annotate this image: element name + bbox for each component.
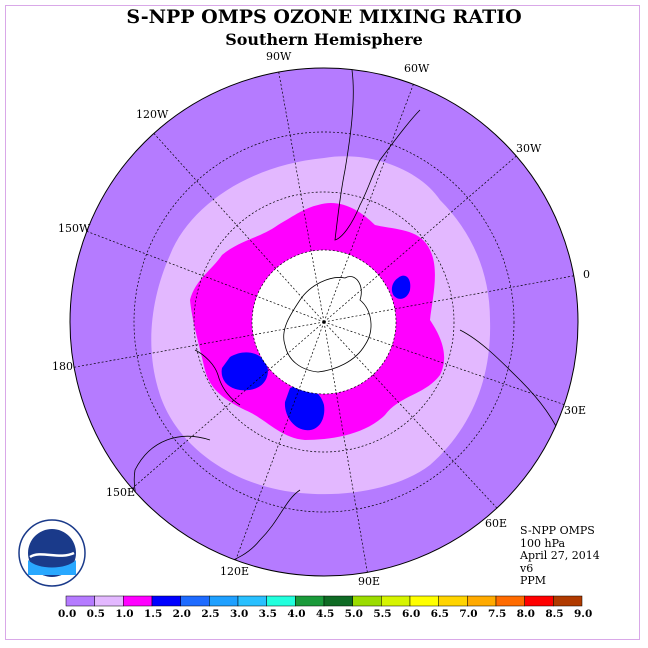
colorbar-tick-label: 6.5 <box>430 608 449 620</box>
colorbar-swatch <box>180 595 210 607</box>
colorbar-swatch <box>495 595 525 607</box>
colorbar-tick-label: 5.5 <box>373 608 392 620</box>
colorbar-tick-label: 7.5 <box>488 608 507 620</box>
noaa-logo <box>18 519 86 587</box>
info-instrument: S-NPP OMPS <box>520 524 595 537</box>
colorbar-tick-label: 2.0 <box>172 608 191 620</box>
lon-label-150w: 150W <box>58 222 91 235</box>
colorbar-swatch <box>266 595 296 607</box>
lon-label-150e: 150E <box>106 486 136 499</box>
colorbar-swatch <box>323 595 353 607</box>
lon-label-120e: 120E <box>220 565 250 578</box>
colorbar-tick-label: 1.0 <box>115 608 134 620</box>
info-units: PPM <box>520 574 547 587</box>
colorbar-swatch <box>409 595 439 607</box>
colorbar-tick-label: 4.0 <box>287 608 306 620</box>
colorbar-tick-label: 3.5 <box>258 608 277 620</box>
lon-label-60e: 60E <box>485 517 508 530</box>
map-title: S-NPP OMPS OZONE MIXING RATIO <box>126 6 522 28</box>
band-max-3 <box>391 275 411 299</box>
colorbar-swatch <box>381 595 411 607</box>
colorbar-swatch <box>438 595 468 607</box>
lon-label-180: 180 <box>52 360 73 373</box>
lon-label-120w: 120W <box>136 108 169 121</box>
lon-label-30e: 30E <box>564 404 587 417</box>
colorbar-tick-label: 4.5 <box>316 608 335 620</box>
colorbar-tick-label: 8.5 <box>545 608 564 620</box>
antarctica-coast <box>283 276 372 373</box>
lon-label-0: 0 <box>583 268 590 281</box>
map-outline <box>69 67 579 577</box>
plot-frame <box>5 5 640 640</box>
info-block: S-NPP OMPS 100 hPa April 27, 2014 v6 PPM <box>520 524 600 588</box>
colorbar-tick-label: 9.0 <box>574 608 593 620</box>
colorbar-swatch <box>352 595 382 607</box>
info-version: v6 <box>520 561 534 575</box>
lon-label-90w: 90W <box>266 50 292 63</box>
colorbar-swatch <box>553 595 583 607</box>
colorbar-swatch <box>295 595 325 607</box>
colorbar-swatch <box>237 595 267 607</box>
colorbar-tick-label: 0.5 <box>86 608 105 620</box>
lon-label-90e: 90E <box>358 575 381 588</box>
colorbar-tick-label: 5.0 <box>344 608 363 620</box>
info-level: 100 hPa <box>520 536 566 550</box>
colorbar-swatch <box>467 595 497 607</box>
latitude-lines <box>133 131 515 513</box>
lon-label-30w: 30W <box>516 142 542 155</box>
coastlines <box>133 69 566 567</box>
colorbar-swatch <box>94 595 124 607</box>
colorbar-tick-label: 0.0 <box>58 608 77 620</box>
colorbar-tick-label: 8.0 <box>516 608 535 620</box>
map-subtitle: Southern Hemisphere <box>225 30 423 49</box>
colorbar-swatch <box>209 595 239 607</box>
info-date: April 27, 2014 <box>520 549 600 562</box>
colorbar-swatch <box>524 595 554 607</box>
colorbar-swatch <box>123 595 153 607</box>
colorbar-tick-label: 2.5 <box>201 608 220 620</box>
lon-label-60w: 60W <box>404 62 430 75</box>
colorbar-tick-label: 6.0 <box>402 608 421 620</box>
africa-coast <box>459 329 566 446</box>
new-zealand-coast <box>194 349 241 406</box>
colorbar <box>65 595 583 607</box>
colorbar-tick-label: 7.0 <box>459 608 478 620</box>
colorbar-tick-label: 1.5 <box>144 608 163 620</box>
colorbar-tick-label: 3.0 <box>230 608 249 620</box>
colorbar-swatch <box>151 595 181 607</box>
meridian-lines <box>70 68 578 576</box>
band-max-2 <box>284 385 325 431</box>
colorbar-swatch <box>65 595 95 607</box>
south-america-coast <box>334 69 421 241</box>
